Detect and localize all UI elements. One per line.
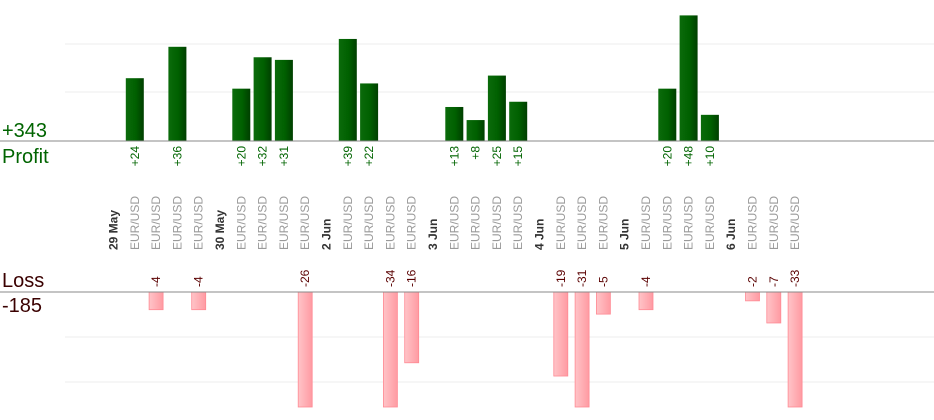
profit-value-label: +25	[490, 146, 504, 167]
loss-bar	[745, 291, 760, 302]
profit-bar	[360, 83, 379, 141]
profit-bar	[466, 120, 485, 141]
symbol-label: EUR/USD	[128, 196, 142, 250]
symbol-label: EUR/USD	[490, 196, 504, 250]
date-label: 4 Jun	[533, 219, 547, 250]
profit-bar	[338, 38, 357, 142]
loss-bar	[148, 291, 164, 311]
loss-value-label: -4	[149, 276, 163, 287]
symbol-label: EUR/USD	[703, 196, 717, 250]
profit-bar	[658, 88, 677, 141]
symbol-label: EUR/USD	[469, 196, 483, 250]
profit-value-label: +10	[703, 146, 717, 167]
profit-bar	[509, 101, 528, 141]
symbol-label: EUR/USD	[596, 196, 610, 250]
symbol-label: EUR/USD	[682, 196, 696, 250]
profit-value-label: +31	[277, 146, 291, 167]
symbol-label: EUR/USD	[405, 196, 419, 250]
symbol-label: EUR/USD	[575, 196, 589, 250]
profit-value-label: +32	[256, 146, 270, 167]
profit-title: Profit	[2, 146, 49, 168]
date-label: 2 Jun	[320, 219, 334, 250]
profit-value-label: +36	[170, 146, 184, 167]
profit-bar	[125, 78, 144, 141]
profit-value-label: +20	[660, 146, 674, 167]
loss-value-label: -31	[575, 269, 589, 287]
symbol-label: EUR/USD	[362, 196, 376, 250]
bar-value-labels: +24 -4 +36 -4 +20 +32 +31 -26 +39 +22 -34 -16 +13 +8 +…	[128, 146, 802, 287]
loss-total: -185	[2, 295, 42, 317]
profit-value-label: +24	[128, 146, 142, 167]
profit-bar	[487, 75, 506, 141]
profit-value-label: +13	[447, 146, 461, 167]
profit-bar	[445, 106, 464, 141]
date-label: 29 May	[107, 210, 121, 250]
profit-value-label: +22	[362, 146, 376, 167]
symbol-label: EUR/USD	[170, 196, 184, 250]
loss-value-label: -5	[596, 276, 610, 287]
symbol-label: EUR/USD	[341, 196, 355, 250]
symbol-label: EUR/USD	[639, 196, 653, 250]
symbol-label: EUR/USD	[383, 196, 397, 250]
symbol-label: EUR/USD	[660, 196, 674, 250]
symbol-label: EUR/USD	[554, 196, 568, 250]
date-label: 30 May	[213, 210, 227, 250]
symbol-label: EUR/USD	[298, 196, 312, 250]
loss-value-label: -2	[746, 276, 760, 287]
profit-bar	[274, 59, 293, 142]
profit-bar	[253, 57, 272, 142]
loss-value-label: -34	[383, 269, 397, 287]
bars	[125, 15, 803, 408]
loss-bar	[553, 291, 569, 377]
loss-bar	[191, 291, 207, 311]
symbol-label: EUR/USD	[192, 196, 206, 250]
loss-title: Loss	[2, 270, 44, 292]
loss-bar	[382, 291, 398, 408]
profit-total: +343	[2, 120, 47, 142]
loss-bar	[766, 291, 782, 324]
symbol-label: EUR/USD	[788, 196, 802, 250]
loss-bar	[297, 291, 313, 408]
symbol-label: EUR/USD	[234, 196, 248, 250]
profit-value-label: +20	[234, 146, 248, 167]
loss-value-label: -26	[298, 269, 312, 287]
profit-value-label: +39	[341, 146, 355, 167]
loss-value-label: -7	[767, 276, 781, 287]
x-axis-labels: 29 May EUR/USD EUR/USD EUR/USD EUR/USD 30 May…	[107, 196, 803, 250]
loss-value-label: -4	[192, 276, 206, 287]
loss-bar	[404, 291, 420, 364]
symbol-label: EUR/USD	[746, 196, 760, 250]
profit-value-label: +15	[511, 146, 525, 167]
loss-value-label: -33	[788, 269, 802, 287]
profit-bar	[679, 15, 698, 141]
loss-bar	[596, 291, 611, 315]
date-label: 3 Jun	[426, 219, 440, 250]
symbol-label: EUR/USD	[767, 196, 781, 250]
loss-bar	[787, 291, 803, 408]
loss-value-label: -4	[639, 276, 653, 287]
loss-bar	[638, 291, 654, 311]
loss-value-label: -19	[554, 269, 568, 287]
symbol-label: EUR/USD	[149, 196, 163, 250]
profit-value-label: +48	[682, 146, 696, 167]
profit-value-label: +8	[469, 146, 483, 160]
date-label: 6 Jun	[724, 219, 738, 250]
profit-bar	[700, 114, 719, 141]
loss-bar	[574, 291, 590, 408]
symbol-label: EUR/USD	[256, 196, 270, 250]
profit-bar	[168, 46, 187, 141]
loss-value-label: -16	[405, 269, 419, 287]
symbol-label: EUR/USD	[277, 196, 291, 250]
symbol-label: EUR/USD	[511, 196, 525, 250]
profit-bar	[232, 88, 251, 141]
date-label: 5 Jun	[618, 219, 632, 250]
symbol-label: EUR/USD	[447, 196, 461, 250]
